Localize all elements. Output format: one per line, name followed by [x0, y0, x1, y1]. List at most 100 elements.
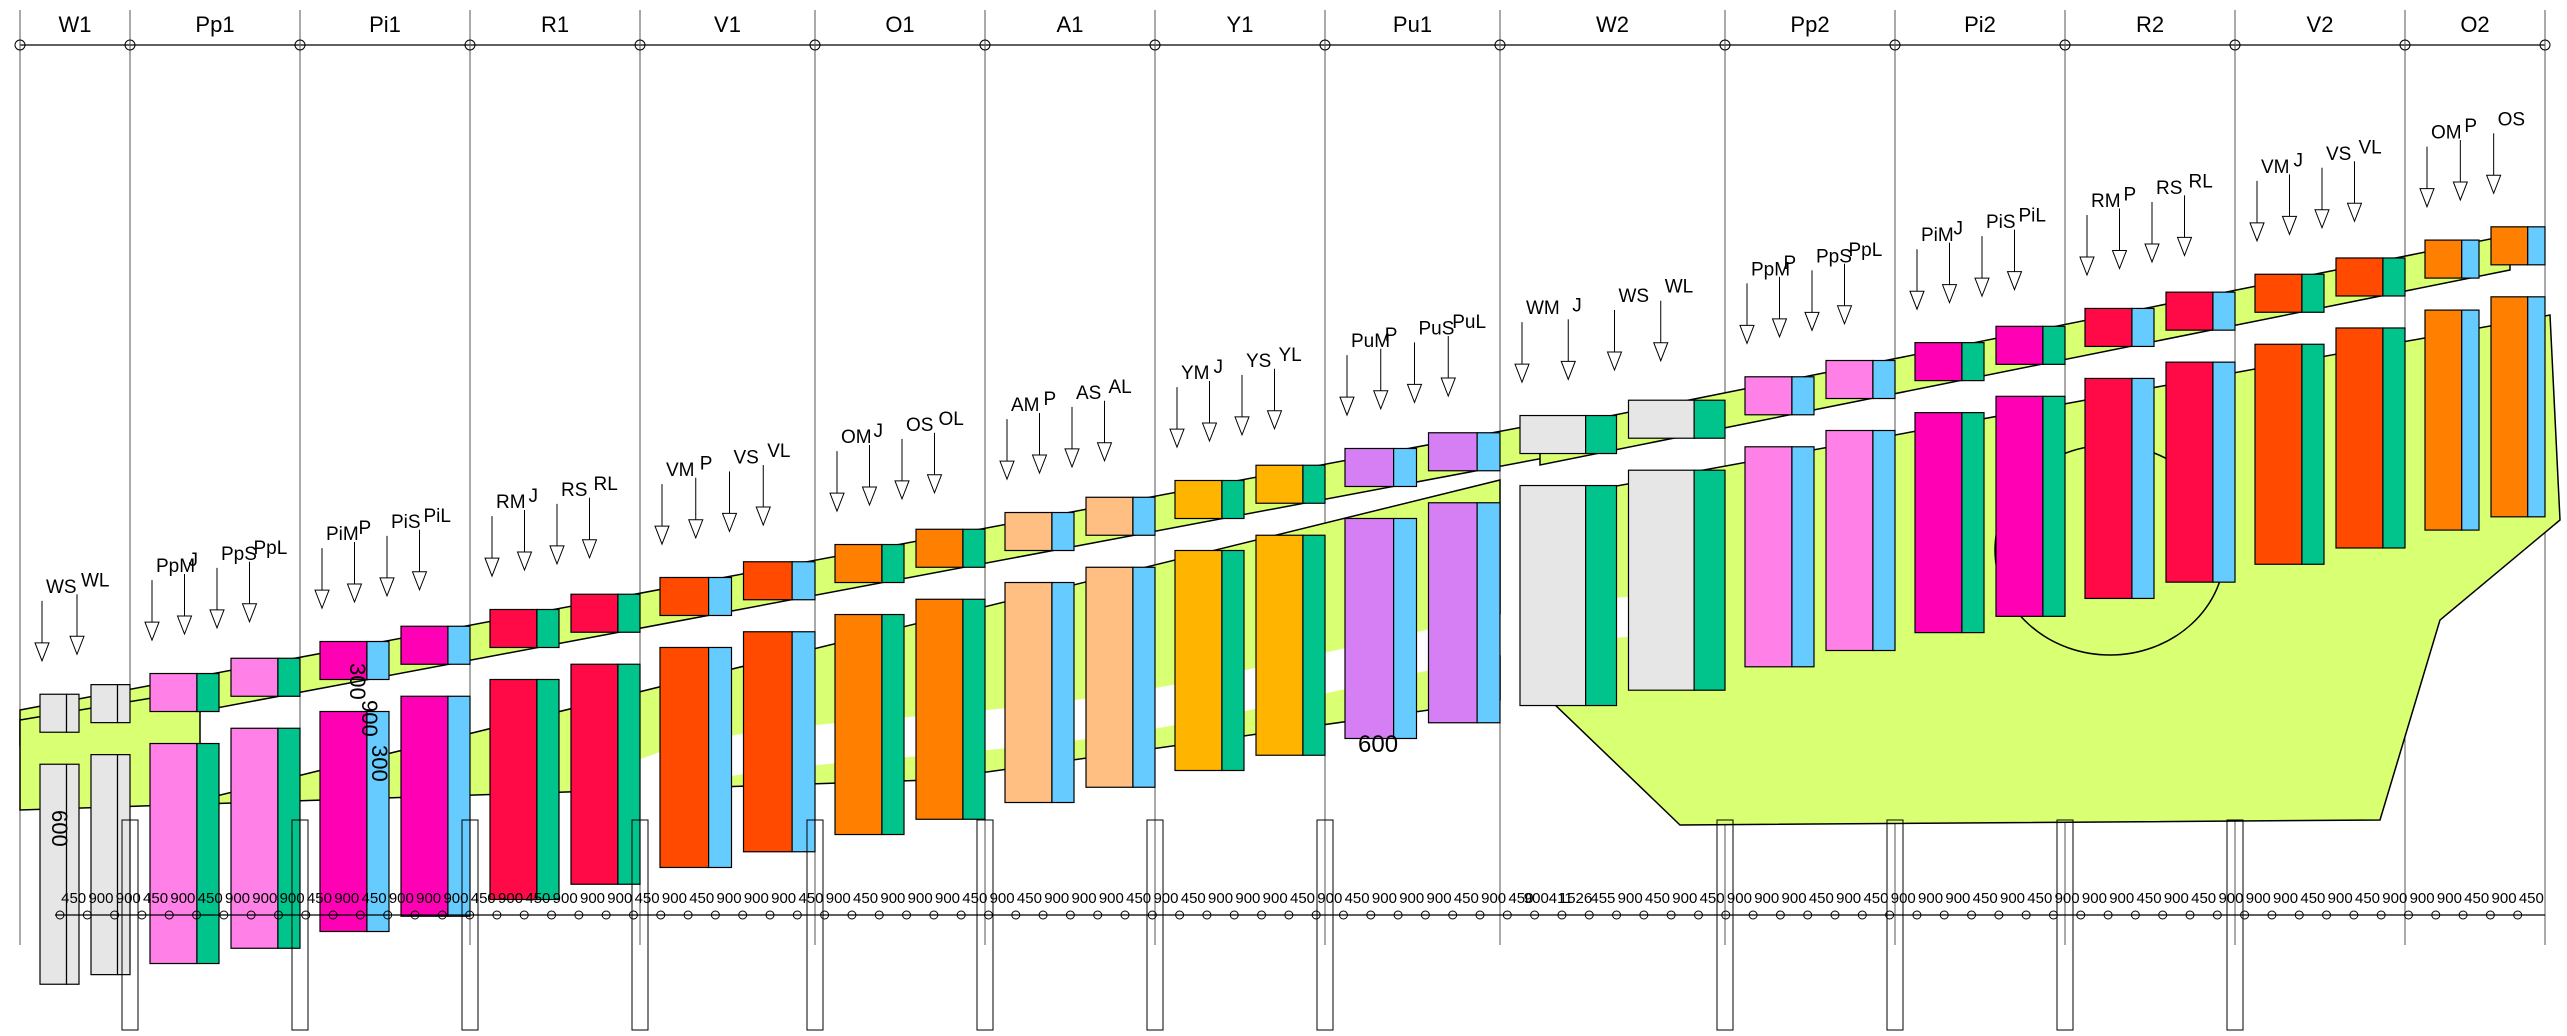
marker-label: P	[1784, 253, 1797, 274]
dimension-label: 1526	[1559, 890, 1592, 907]
bed-main	[230, 657, 279, 697]
bed-main	[1085, 496, 1134, 536]
dimension-label: 450	[1645, 890, 1670, 907]
dimension-tick	[683, 910, 693, 920]
bed-accent	[881, 613, 905, 836]
dimension-tick	[547, 910, 557, 920]
dimension-tick	[1038, 910, 1048, 920]
marker-label: AS	[1076, 383, 1101, 404]
dimension-tick	[1939, 910, 1949, 920]
bed-accent	[881, 543, 905, 584]
dimension-tick	[301, 910, 311, 920]
dimension-label: 900	[935, 890, 960, 907]
marker-label: VM	[2261, 157, 2290, 178]
bed-accent	[2212, 291, 2236, 331]
dimension-label: 900	[826, 890, 851, 907]
dimension-tick	[1748, 910, 1758, 920]
marker-label: WL	[81, 570, 110, 591]
dimension-tick	[1885, 910, 1895, 920]
dimension-tick	[1666, 910, 1676, 920]
grid-node	[979, 39, 991, 51]
marker-label: OL	[939, 409, 964, 430]
dimension-tick	[1366, 910, 1376, 920]
marker-label: VL	[2359, 137, 2382, 158]
dimension-label: 900	[1153, 890, 1178, 907]
bed-main	[2335, 327, 2384, 549]
bed-accent	[1585, 414, 1618, 455]
bed-main	[1255, 534, 1304, 756]
bed-main	[742, 631, 793, 853]
bed-accent	[1393, 517, 1418, 740]
bed-accent	[708, 576, 733, 617]
dimension-tick	[246, 910, 256, 920]
dimension-label: 900	[2109, 890, 2134, 907]
dimension-label: 900	[443, 890, 468, 907]
column-header: V1	[714, 12, 741, 37]
marker-arrow	[688, 519, 704, 540]
marker-label: P	[1044, 389, 1057, 410]
dimension-label: 900	[252, 890, 277, 907]
bed-accent	[1476, 432, 1501, 472]
bed-accent	[366, 640, 390, 681]
bed-accent	[1693, 399, 1726, 439]
grid-node	[809, 39, 821, 51]
marker-label: P	[700, 454, 713, 475]
marker-arrow	[1064, 448, 1080, 469]
dimension-tick	[765, 910, 775, 920]
column-header: R1	[541, 12, 569, 37]
marker-label: PpS	[1816, 246, 1852, 267]
dimension-tick	[2349, 910, 2359, 920]
marker-label: P	[2464, 116, 2477, 137]
dimension-tick	[328, 910, 338, 920]
dimension-tick	[929, 910, 939, 920]
marker-arrow	[1169, 428, 1185, 449]
support-post	[291, 819, 309, 1031]
marker-arrow	[2144, 243, 2160, 264]
bed-accent	[1302, 464, 1326, 504]
bed-main	[90, 684, 119, 724]
bed-accent	[1585, 484, 1618, 707]
dimension-label: 450	[635, 890, 660, 907]
marker-arrow	[2485, 174, 2502, 195]
dimension-tick	[1202, 910, 1212, 920]
dimension-tick	[1475, 910, 1485, 920]
marker-arrow	[755, 506, 771, 527]
dimension-label: 455	[1590, 890, 1615, 907]
bed-accent	[2131, 307, 2155, 348]
marker-label: OS	[2498, 109, 2525, 130]
dimension-label: 900	[580, 890, 605, 907]
bed-accent	[1476, 502, 1501, 724]
dimension-label: 900	[1399, 890, 1424, 907]
marker-label: YS	[1246, 351, 1271, 372]
dimension-tick	[465, 910, 475, 920]
marker-label: PpM	[1751, 259, 1790, 280]
support-post	[806, 819, 824, 1031]
dimension-label: 900	[908, 890, 933, 907]
bed-main	[2335, 257, 2384, 297]
marker-label: RS	[561, 480, 587, 501]
support-post	[1146, 819, 1164, 1031]
marker-label: YM	[1181, 363, 1210, 384]
dimension-tick	[983, 910, 993, 920]
marker-arrow	[209, 609, 225, 630]
dimension-label: 900	[1672, 890, 1697, 907]
bed-accent	[2461, 239, 2480, 279]
bed-accent	[196, 672, 220, 713]
annotation-v300a: 300	[345, 663, 370, 700]
dimension-tick	[2240, 910, 2250, 920]
bed-main	[1627, 469, 1695, 691]
dimension-label: 450	[143, 890, 168, 907]
dimension-label: 900	[116, 890, 141, 907]
marker-arrow	[1771, 318, 1788, 339]
dimension-label: 900	[1235, 890, 1260, 907]
dimension-label: 900	[2382, 890, 2407, 907]
marker-label: PiM	[1921, 225, 1954, 246]
dimension-tick	[2103, 910, 2113, 920]
dimension-tick	[2294, 910, 2304, 920]
dimension-tick	[1065, 910, 1075, 920]
bed-main	[2254, 273, 2303, 313]
support-post	[2056, 819, 2074, 1031]
dimension-label: 900	[416, 890, 441, 907]
dimension-tick	[519, 910, 529, 920]
marker-label: PpL	[1849, 240, 1883, 261]
